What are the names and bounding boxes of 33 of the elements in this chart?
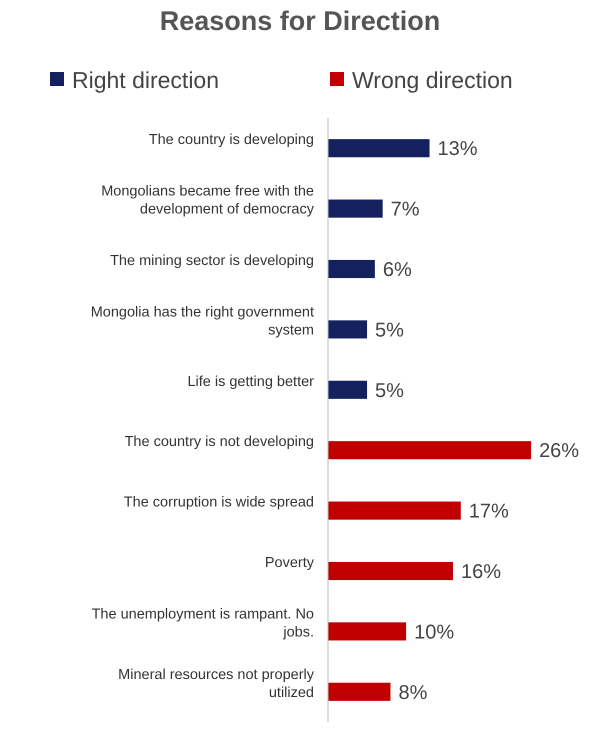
y-tick-label: Mongolia has the right government system xyxy=(90,304,314,338)
y-tick-label: Mineral resources not properly utilized xyxy=(118,666,315,701)
bar xyxy=(328,562,453,580)
bar xyxy=(328,622,406,640)
data-label: 5% xyxy=(375,319,404,342)
y-tick-label: Life is getting better xyxy=(187,374,314,390)
data-label: 5% xyxy=(375,380,404,402)
data-label: 16% xyxy=(460,561,502,583)
y-tick-label: The unemployment is rampant. No jobs. xyxy=(92,606,314,640)
y-tick-label: Poverty xyxy=(264,555,315,571)
y-tick-label: Mongolians became free with the development of democracy xyxy=(101,184,315,218)
data-label: 26% xyxy=(539,440,580,462)
bar xyxy=(328,380,368,399)
data-label: 13% xyxy=(438,138,478,160)
bar xyxy=(328,139,430,158)
legend-label: Wrong direction xyxy=(352,67,513,94)
data-label: 7% xyxy=(390,198,420,221)
bar xyxy=(328,200,383,218)
bar xyxy=(328,502,461,520)
bar xyxy=(328,320,368,338)
bar xyxy=(328,682,390,701)
legend-label: Right direction xyxy=(72,67,220,94)
y-tick-label: The corruption is wide spread xyxy=(124,494,314,511)
data-label: 17% xyxy=(468,500,510,523)
data-label: 6% xyxy=(382,259,412,281)
data-label: 8% xyxy=(398,682,428,704)
y-tick-label: The country is developing xyxy=(148,132,314,148)
bar xyxy=(328,260,375,278)
y-tick-label: The country is not developing xyxy=(124,434,314,450)
chart-title: Reasons for Direction xyxy=(160,6,440,36)
bar xyxy=(328,441,532,460)
y-tick-label: The mining sector is developing xyxy=(110,253,314,269)
data-label: 10% xyxy=(414,621,454,644)
